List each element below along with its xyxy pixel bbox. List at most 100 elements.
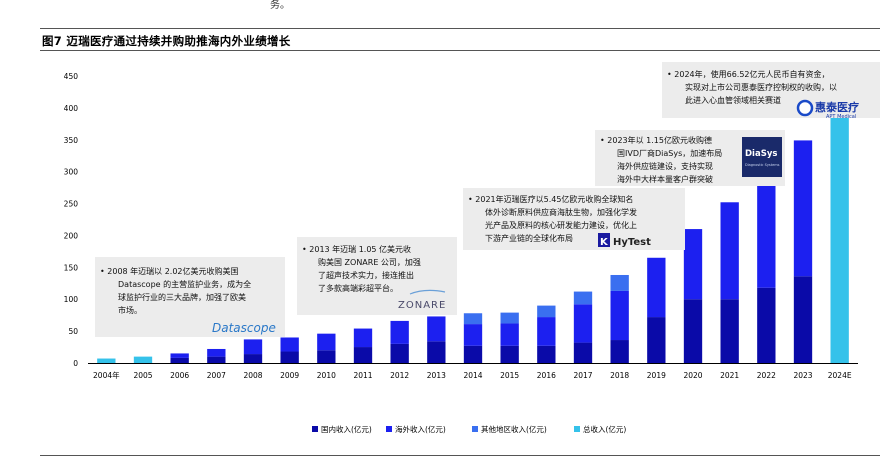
bar-domestic	[500, 345, 519, 363]
y-tick-label: 100	[64, 295, 79, 304]
bar-domestic	[207, 356, 226, 363]
bar-domestic	[537, 345, 556, 363]
annotation-datascope: • 2008 年迈瑞以 2.02亿美元收购美国 Datascope 的主营监护业…	[95, 257, 285, 337]
annotation-line: 光产品及原料的核心研发能力建设，优化上	[485, 220, 637, 230]
annotation-box	[297, 237, 457, 315]
apt-medical-logo-subtitle: APT Medical	[826, 114, 856, 120]
bar-other	[500, 312, 519, 324]
x-tick-label: 2008	[243, 371, 262, 380]
x-tick-label: 2024E	[828, 371, 852, 380]
bar-overseas	[537, 317, 556, 346]
bar-total	[133, 356, 153, 363]
bar-overseas	[243, 339, 263, 355]
annotation-hytest: • 2021年迈瑞医疗以5.45亿欧元收购全球知名 体外诊断原料供应商海肽生物，…	[463, 188, 685, 250]
bottom-divider	[40, 455, 880, 456]
datascope-logo: Datascope	[212, 321, 276, 335]
annotation-apt-medical: • 2024年，使用66.52亿元人民币自有资金， 实现对上市公司惠泰医疗控制权…	[662, 62, 880, 120]
top-text-fragment: 务。	[270, 0, 290, 11]
bar-overseas	[427, 316, 446, 342]
x-tick-label: 2009	[280, 371, 299, 380]
bar-domestic	[390, 343, 409, 363]
bar-total	[97, 358, 116, 363]
legend: 国内收入(亿元) 海外收入(亿元) 其他地区收入(亿元) 总收入(亿元)	[312, 424, 626, 434]
zonare-logo: ZONARE	[398, 300, 446, 311]
annotation-box	[662, 62, 880, 118]
bar-overseas	[207, 348, 226, 357]
bar-domestic	[610, 340, 629, 363]
x-tick-label: 2010	[317, 371, 336, 380]
bar-total	[830, 104, 849, 363]
x-tick-label: 2014	[463, 371, 482, 380]
annotation-line: 此进入心血管领域相关赛道	[685, 95, 781, 105]
title-divider	[40, 50, 880, 51]
zonare-swoosh-icon	[409, 289, 446, 295]
annotation-line: 实现对上市公司惠泰医疗控制权的收购，以	[685, 82, 837, 92]
bar-other	[573, 291, 593, 305]
y-tick-label: 350	[64, 136, 79, 145]
bar-overseas	[573, 304, 593, 343]
diasys-logo-box	[742, 137, 782, 177]
annotation-line: 球监护行业的三大品牌，加强了欧美	[118, 292, 246, 302]
annotation-line: 了多款高端彩超平台。	[318, 283, 398, 293]
bar-overseas	[793, 140, 813, 277]
bar-domestic	[463, 345, 483, 363]
apt-medical-logo: 惠泰医疗	[815, 100, 859, 114]
y-tick-label: 200	[64, 231, 79, 240]
annotation-line: • 2021年迈瑞医疗以5.45亿欧元收购全球知名	[468, 194, 633, 204]
hytest-mark-letter: K	[600, 237, 609, 248]
annotation-line: • 2013 年迈瑞 1.05 亿美元收	[302, 244, 411, 254]
annotation-line: 市场。	[118, 305, 142, 315]
x-tick-label: 2019	[647, 371, 666, 380]
y-tick-label: 300	[64, 168, 79, 177]
bar-overseas	[720, 202, 739, 300]
bar-overseas	[647, 257, 666, 318]
legend-swatch	[472, 426, 478, 432]
annotation-line: • 2023年以 1.15亿欧元收购德	[600, 135, 712, 145]
bar-other	[610, 274, 629, 291]
annotation-line: • 2008 年迈瑞以 2.02亿美元收购美国	[100, 266, 239, 276]
x-tick-label: 2021	[720, 371, 739, 380]
bar-other	[537, 305, 556, 318]
diasys-logo: DiaSys	[745, 149, 777, 159]
annotation-line: • 2024年，使用66.52亿元人民币自有资金，	[667, 69, 830, 79]
annotation-line: 海外中大样本量客户群突破	[617, 174, 713, 184]
y-tick-label: 50	[68, 327, 78, 336]
bar-overseas	[317, 333, 336, 351]
bar-domestic	[647, 317, 666, 363]
bar-domestic	[243, 354, 263, 363]
y-tick-label: 0	[73, 359, 78, 368]
legend-label: 总收入(亿元)	[583, 424, 626, 434]
apt-medical-logo-icon	[796, 99, 814, 117]
x-tick-label: 2016	[537, 371, 556, 380]
x-tick-label: 2015	[500, 371, 519, 380]
bar-overseas	[280, 337, 299, 352]
bar-domestic	[427, 341, 446, 363]
hytest-mark-icon	[598, 233, 610, 247]
x-tick-label: 2005	[133, 371, 152, 380]
legend-label: 其他地区收入(亿元)	[481, 424, 547, 434]
x-tick-label: 2022	[757, 371, 776, 380]
x-tick-label: 2006	[170, 371, 189, 380]
bar-overseas	[463, 324, 483, 346]
figure-title: 图7 迈瑞医疗通过持续并购助推海内外业绩增长	[42, 34, 291, 48]
y-tick-label: 250	[64, 200, 79, 209]
bar-domestic	[757, 287, 776, 363]
bar-overseas	[683, 229, 703, 300]
annotation-line: 了超声技术实力，接连推出	[318, 270, 414, 280]
x-tick-label: 2020	[683, 371, 702, 380]
bar-domestic	[170, 357, 189, 363]
legend-label: 国内收入(亿元)	[321, 424, 372, 434]
bar-overseas	[500, 323, 519, 346]
annotation-line: Datascope 的主营监护业务，成为全	[118, 279, 251, 289]
y-tick-label: 400	[64, 104, 79, 113]
y-axis: 0 50 100 150 200 250 300 350 400 450	[64, 72, 79, 368]
bar-domestic	[793, 276, 813, 363]
bar-domestic	[683, 299, 703, 363]
bar-domestic	[720, 299, 739, 363]
annotation-box	[463, 188, 685, 250]
hytest-logo: HyTest	[613, 237, 651, 248]
annotation-zonare: • 2013 年迈瑞 1.05 亿美元收 购美国 ZONARE 公司，加强 了超…	[297, 237, 457, 315]
bar-overseas	[170, 353, 189, 358]
y-tick-label: 150	[64, 263, 79, 272]
bar-domestic	[280, 351, 299, 363]
